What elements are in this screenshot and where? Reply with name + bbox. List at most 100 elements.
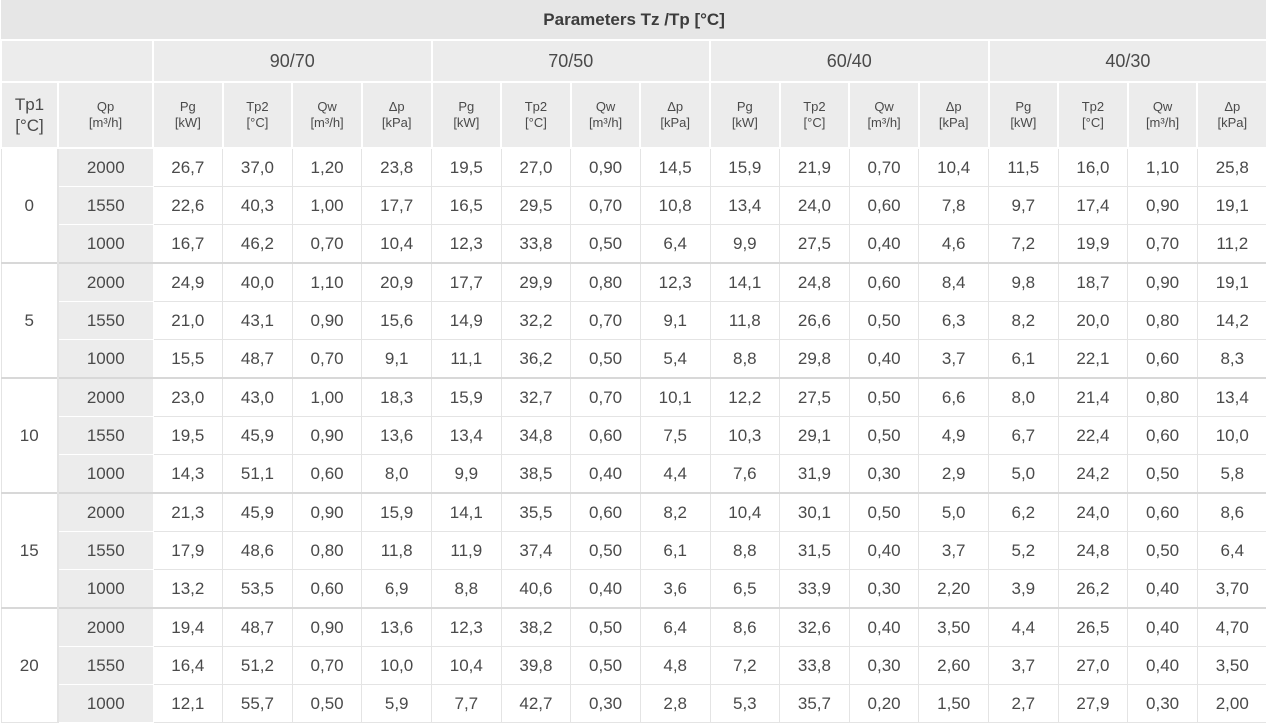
data-row: 1550 17,9 48,6 0,80 11,8 11,9 37,4 0,50 6,1 8,8 31… xyxy=(1,531,1266,570)
value-cell: 40,3 xyxy=(222,186,293,225)
value-cell: 7,2 xyxy=(988,224,1059,264)
value-cell: 13,6 xyxy=(361,416,432,455)
data-row: 15 2000 21,3 45,9 0,90 15,9 14,1 35,5 0,60 8,2 10,… xyxy=(0,492,1266,609)
value-cell: 3,50 xyxy=(918,607,989,647)
value-cell: 6,5 xyxy=(709,569,781,609)
qp-header-name: Qp xyxy=(96,99,115,114)
value-cell: 11,8 xyxy=(709,301,781,340)
value-cell: 0,60 xyxy=(1127,416,1198,455)
value-cell: 31,9 xyxy=(779,454,850,494)
value-cell: 13,4 xyxy=(1196,377,1266,417)
value-cell: 22,1 xyxy=(1057,339,1129,379)
value-cell: 0,50 xyxy=(570,646,641,685)
value-cell: 0,40 xyxy=(848,607,920,647)
value-cell: 19,5 xyxy=(152,416,224,455)
value-cell: 0,80 xyxy=(1127,301,1198,340)
value-cell: 33,8 xyxy=(500,224,572,264)
value-cell: 1,00 xyxy=(291,186,363,225)
column-header-name: Tp2 xyxy=(246,99,269,114)
data-row: 1000 15,5 48,7 0,70 9,1 11,1 36,2 0,50 5,4 8,8 29,… xyxy=(1,339,1266,379)
value-cell: 0,70 xyxy=(1127,224,1198,264)
value-cell: 3,7 xyxy=(918,531,989,570)
value-cell: 3,7 xyxy=(988,646,1059,685)
column-header-unit: [°C] xyxy=(246,115,269,130)
value-cell: 1,50 xyxy=(918,684,989,723)
value-cell: 25,8 xyxy=(1196,147,1266,187)
value-cell: 7,7 xyxy=(431,684,502,723)
value-cell: 39,8 xyxy=(500,646,572,685)
value-cell: 10,1 xyxy=(639,377,711,417)
value-cell: 19,5 xyxy=(431,147,502,187)
value-cell: 7,2 xyxy=(709,646,781,685)
value-cell: 6,3 xyxy=(918,301,989,340)
column-header: Tp2 [°C] xyxy=(1057,81,1129,149)
data-row: 20 2000 19,4 48,7 0,90 13,6 12,3 38,2 0,50 6,4 8,6… xyxy=(0,607,1266,723)
value-cell: 29,5 xyxy=(500,186,572,225)
tp1-header-unit: [°C] xyxy=(15,116,44,135)
value-cell: 8,6 xyxy=(1196,492,1266,532)
column-header-unit: [kPa] xyxy=(660,115,690,130)
column-header: Δp [kPa] xyxy=(1196,81,1266,149)
column-header-unit: [°C] xyxy=(1082,115,1104,130)
qp-cell: 2000 xyxy=(57,147,154,187)
value-cell: 0,50 xyxy=(570,607,641,647)
value-cell: 6,4 xyxy=(639,224,711,264)
qp-cell: 1550 xyxy=(57,416,154,455)
value-cell: 21,3 xyxy=(152,492,224,532)
value-cell: 22,6 xyxy=(152,186,224,225)
value-cell: 51,1 xyxy=(222,454,293,494)
value-cell: 19,9 xyxy=(1057,224,1129,264)
value-cell: 0,30 xyxy=(848,454,920,494)
data-row: 10 2000 23,0 43,0 1,00 18,3 15,9 32,7 0,70 10,1 12… xyxy=(0,377,1266,494)
value-cell: 0,90 xyxy=(291,416,363,455)
tp1-cell: 10 xyxy=(0,377,59,494)
value-cell: 12,2 xyxy=(709,377,781,417)
value-cell: 53,5 xyxy=(222,569,293,609)
value-cell: 29,9 xyxy=(500,262,572,302)
value-cell: 9,8 xyxy=(988,262,1059,302)
value-cell: 15,5 xyxy=(152,339,224,379)
column-header-name: Δp xyxy=(388,99,405,114)
value-cell: 6,6 xyxy=(918,377,989,417)
value-cell: 17,7 xyxy=(431,262,502,302)
value-cell: 2,8 xyxy=(639,684,711,723)
value-cell: 11,5 xyxy=(988,147,1059,187)
value-cell: 5,8 xyxy=(1196,454,1266,494)
column-header-name: Qw xyxy=(874,99,894,114)
value-cell: 30,1 xyxy=(779,492,850,532)
value-cell: 24,8 xyxy=(779,262,850,302)
column-header-unit: [kPa] xyxy=(938,115,969,130)
value-cell: 9,9 xyxy=(709,224,781,264)
value-cell: 32,7 xyxy=(500,377,572,417)
value-cell: 38,2 xyxy=(500,607,572,647)
tp1-cell: 5 xyxy=(0,262,59,379)
value-cell: 21,4 xyxy=(1057,377,1129,417)
value-cell: 0,90 xyxy=(291,301,363,340)
qp-cell: 1000 xyxy=(57,569,154,609)
value-cell: 5,2 xyxy=(988,531,1059,570)
column-header-name: Qw xyxy=(317,99,337,114)
value-cell: 31,5 xyxy=(779,531,850,570)
group-header: 60/40 xyxy=(709,39,990,83)
value-cell: 5,4 xyxy=(639,339,711,379)
value-cell: 0,70 xyxy=(291,339,363,379)
value-cell: 10,4 xyxy=(361,224,432,264)
value-cell: 0,70 xyxy=(291,646,363,685)
value-cell: 12,1 xyxy=(152,684,224,723)
column-header: Pg [kW] xyxy=(709,81,781,149)
data-row: 0 2000 26,7 37,0 1,20 23,8 19,5 27,0 0,90 14,5 15,… xyxy=(0,147,1266,264)
value-cell: 0,80 xyxy=(291,531,363,570)
value-cell: 13,4 xyxy=(431,416,502,455)
value-cell: 37,4 xyxy=(500,531,572,570)
value-cell: 0,80 xyxy=(1127,377,1198,417)
value-cell: 0,40 xyxy=(848,339,920,379)
value-cell: 0,40 xyxy=(570,454,641,494)
value-cell: 0,70 xyxy=(848,147,920,187)
value-cell: 0,30 xyxy=(848,569,920,609)
tp1-cell: 20 xyxy=(0,607,59,723)
value-cell: 14,5 xyxy=(639,147,711,187)
value-cell: 8,3 xyxy=(1196,339,1266,379)
value-cell: 18,7 xyxy=(1057,262,1129,302)
value-cell: 10,0 xyxy=(361,646,432,685)
value-cell: 13,4 xyxy=(709,186,781,225)
